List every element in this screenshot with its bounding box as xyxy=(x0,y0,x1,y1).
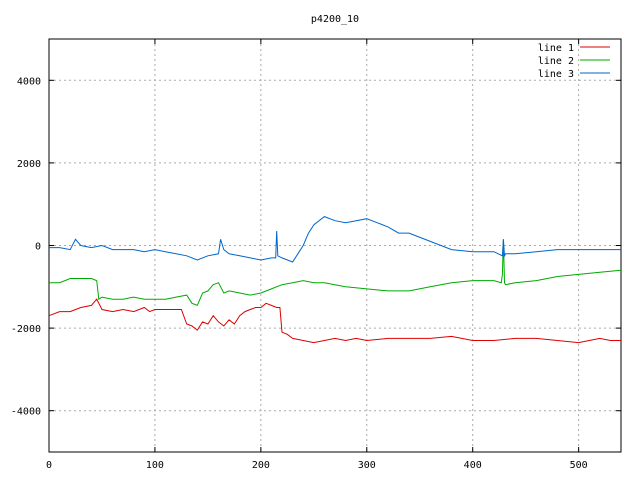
y-tick-label: 0 xyxy=(35,242,41,253)
y-tick-label: -4000 xyxy=(11,407,41,418)
grid xyxy=(49,39,621,452)
legend-label-2: line 2 xyxy=(538,56,574,67)
series-line-3 xyxy=(49,216,621,263)
x-tick-label: 100 xyxy=(146,460,164,471)
x-tick-label: 500 xyxy=(570,460,588,471)
x-tick-label: 0 xyxy=(46,460,52,471)
x-tick-label: 200 xyxy=(252,460,270,471)
y-tick-label: -2000 xyxy=(11,324,41,335)
legend-label-1: line 1 xyxy=(538,43,574,54)
legend: line 1 line 2 line 3 xyxy=(538,43,610,80)
y-tick-label: 2000 xyxy=(17,159,41,170)
legend-label-3: line 3 xyxy=(538,69,574,80)
axis-ticks: 0 100 200 300 400 500 -4000 -2000 0 2000 4000 xyxy=(11,39,621,471)
series-line-2 xyxy=(49,239,622,307)
series-line-1 xyxy=(48,298,621,344)
x-tick-label: 300 xyxy=(358,460,376,471)
y-tick-label: 4000 xyxy=(17,76,41,87)
series-layer xyxy=(48,216,622,344)
x-tick-label: 400 xyxy=(464,460,482,471)
chart-title: p4200_10 xyxy=(311,14,359,25)
